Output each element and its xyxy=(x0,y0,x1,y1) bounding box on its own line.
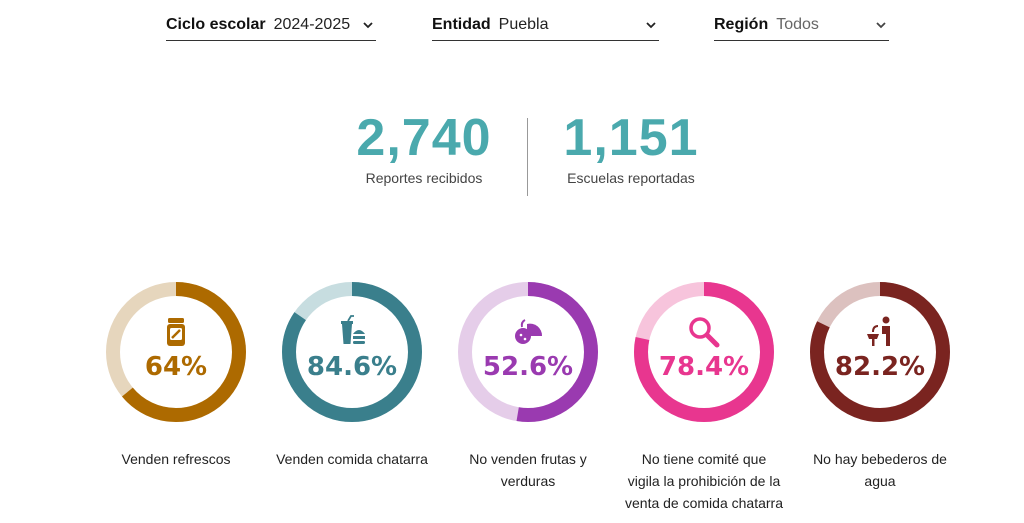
entidad-label: Entidad xyxy=(432,16,491,33)
chevron-down-icon xyxy=(363,22,373,29)
indicator-percent: 82.2% xyxy=(834,352,926,382)
entidad-value: Puebla xyxy=(498,16,549,33)
indicator-bebederos: 82.2% No hay bebederos de agua xyxy=(800,272,960,492)
region-label: Región xyxy=(714,16,769,33)
indicator-caption: No tiene comité que vigila la prohibició… xyxy=(625,451,783,511)
donut-arc xyxy=(106,282,246,422)
indicator-row: 64% Venden refrescos 84.6% Venden comida… xyxy=(0,272,1024,522)
summary-stats: 2,740 Reportes recibidos 1,151 Escuelas … xyxy=(0,108,1024,198)
donut-arc xyxy=(634,282,774,422)
donut-refrescos xyxy=(106,282,246,422)
ciclo-escolar-select[interactable]: Ciclo escolar 2024-2025 xyxy=(166,10,376,41)
region-select[interactable]: Región Todos xyxy=(714,10,889,41)
indicator-comite: 78.4% No tiene comité que vigila la proh… xyxy=(624,272,784,514)
indicator-refrescos: 64% Venden refrescos xyxy=(96,272,256,470)
stat-reportes: 2,740 Reportes recibidos xyxy=(354,108,494,186)
donut-arc xyxy=(282,282,422,422)
indicator-percent: 52.6% xyxy=(482,352,574,382)
stat-escuelas-value: 1,151 xyxy=(563,109,699,167)
fruit-icon xyxy=(515,319,543,344)
chevron-down-icon xyxy=(646,22,656,29)
stat-escuelas: 1,151 Escuelas reportadas xyxy=(556,108,706,186)
donut-arc xyxy=(810,282,950,422)
entidad-select[interactable]: Entidad Puebla xyxy=(432,10,659,41)
indicator-percent: 84.6% xyxy=(306,352,398,382)
region-value: Todos xyxy=(776,16,819,33)
stat-escuelas-label: Escuelas reportadas xyxy=(567,170,695,186)
indicator-caption: No venden frutas y verduras xyxy=(469,451,587,489)
ciclo-escolar-value: 2024-2025 xyxy=(273,16,351,33)
indicator-caption: Venden comida chatarra xyxy=(276,451,428,467)
soda-can-icon xyxy=(167,318,185,346)
magnifier-icon xyxy=(689,317,720,348)
donut-arc xyxy=(458,282,598,422)
donut-comite xyxy=(634,282,774,422)
donut-bebederos xyxy=(810,282,950,422)
ciclo-escolar-label: Ciclo escolar xyxy=(166,16,266,33)
indicator-percent: 64% xyxy=(144,352,208,382)
filter-bar: Ciclo escolar 2024-2025 Entidad Puebla R… xyxy=(0,0,1024,50)
indicator-caption: Venden refrescos xyxy=(121,451,231,467)
stat-reportes-label: Reportes recibidos xyxy=(365,170,483,186)
indicator-caption: No hay bebederos de agua xyxy=(813,451,947,489)
donut-frutas-verduras xyxy=(458,282,598,422)
donut-comida-chatarra xyxy=(282,282,422,422)
indicator-percent: 78.4% xyxy=(658,352,750,382)
stats-divider xyxy=(527,118,528,196)
water-fountain-icon xyxy=(867,316,890,346)
indicator-comida-chatarra: 84.6% Venden comida chatarra xyxy=(272,272,432,470)
chevron-down-icon xyxy=(876,22,886,29)
indicator-frutas-verduras: 52.6% No venden frutas y verduras xyxy=(448,272,608,492)
fast-food-icon xyxy=(341,315,365,344)
stat-reportes-value: 2,740 xyxy=(356,109,492,167)
